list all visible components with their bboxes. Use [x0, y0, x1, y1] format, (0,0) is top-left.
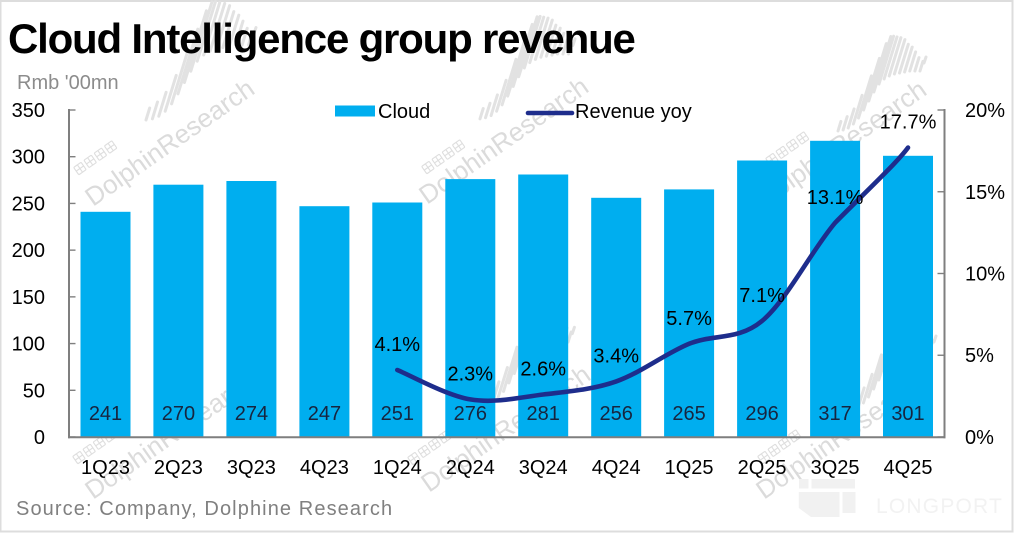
svg-text:Source: Company, Dolphine Rese: Source: Company, Dolphine Research	[16, 498, 393, 520]
svg-text:17.7%: 17.7%	[880, 112, 937, 134]
svg-text:250: 250	[12, 193, 45, 215]
svg-text:15%: 15%	[965, 182, 1005, 204]
svg-text:Cloud Intelligence group reven: Cloud Intelligence group revenue	[8, 15, 635, 62]
svg-text:1Q25: 1Q25	[665, 457, 714, 479]
svg-text:2.6%: 2.6%	[520, 359, 566, 381]
svg-text:2Q24: 2Q24	[446, 457, 495, 479]
svg-text:265: 265	[672, 403, 705, 425]
svg-text:4Q24: 4Q24	[592, 457, 641, 479]
svg-text:301: 301	[891, 403, 924, 425]
svg-text:150: 150	[12, 287, 45, 309]
svg-text:2.3%: 2.3%	[448, 363, 494, 385]
svg-text:300: 300	[12, 147, 45, 169]
svg-text:3.4%: 3.4%	[593, 345, 639, 367]
svg-text:274: 274	[235, 403, 268, 425]
svg-text:317: 317	[818, 403, 851, 425]
svg-text:247: 247	[308, 403, 341, 425]
svg-text:3Q25: 3Q25	[811, 457, 860, 479]
svg-text:350: 350	[12, 100, 45, 122]
svg-text:3Q23: 3Q23	[227, 457, 276, 479]
svg-text:0: 0	[34, 427, 45, 449]
svg-text:5.7%: 5.7%	[666, 308, 712, 330]
svg-text:251: 251	[381, 403, 414, 425]
svg-text:2Q25: 2Q25	[738, 457, 787, 479]
svg-text:Cloud: Cloud	[378, 101, 430, 123]
svg-text:Rmb '00mn: Rmb '00mn	[17, 72, 119, 94]
svg-text:5%: 5%	[965, 345, 994, 367]
svg-text:10%: 10%	[965, 264, 1005, 286]
svg-text:241: 241	[89, 403, 122, 425]
svg-text:270: 270	[162, 403, 195, 425]
svg-text:1Q24: 1Q24	[373, 457, 422, 479]
svg-text:4Q25: 4Q25	[884, 457, 933, 479]
svg-text:50: 50	[23, 380, 45, 402]
svg-text:100: 100	[12, 334, 45, 356]
svg-text:4.1%: 4.1%	[375, 334, 421, 356]
svg-text:1Q23: 1Q23	[81, 457, 130, 479]
svg-text:281: 281	[527, 403, 560, 425]
svg-text:Revenue yoy: Revenue yoy	[575, 101, 692, 123]
svg-text:0%: 0%	[965, 427, 994, 449]
svg-text:2Q23: 2Q23	[154, 457, 203, 479]
svg-text:256: 256	[600, 403, 633, 425]
svg-text:3Q24: 3Q24	[519, 457, 568, 479]
svg-text:276: 276	[454, 403, 487, 425]
svg-text:LONGPORT: LONGPORT	[876, 495, 1003, 518]
svg-text:4Q23: 4Q23	[300, 457, 349, 479]
svg-text:20%: 20%	[965, 100, 1005, 122]
svg-text:13.1%: 13.1%	[807, 187, 864, 209]
svg-text:7.1%: 7.1%	[739, 285, 785, 307]
svg-text:200: 200	[12, 240, 45, 262]
svg-text:296: 296	[745, 403, 778, 425]
